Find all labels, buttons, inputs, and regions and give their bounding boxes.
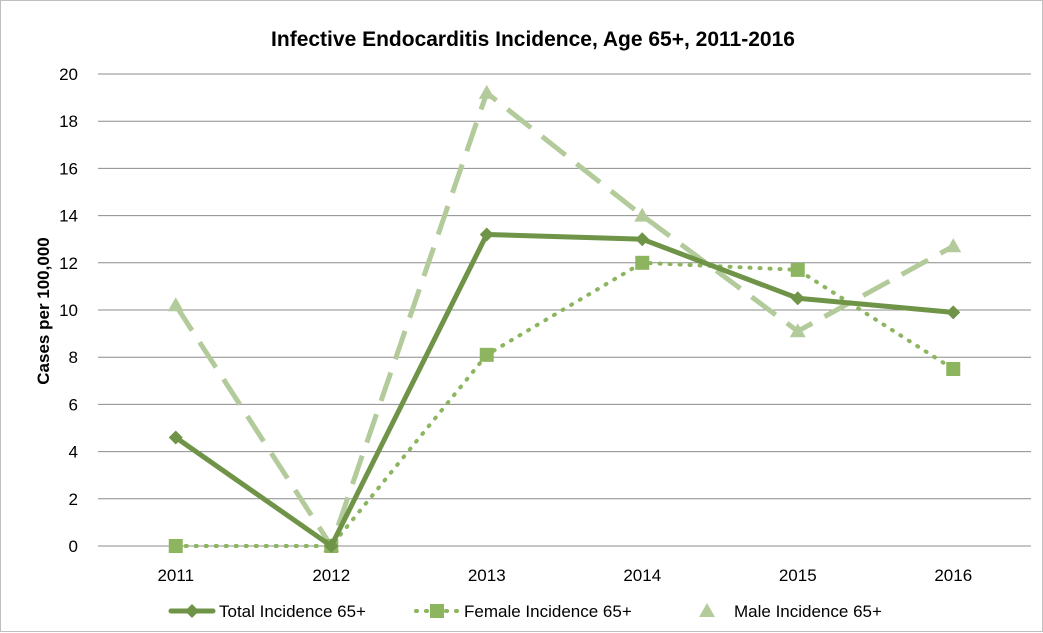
x-tick-label: 2013	[468, 566, 506, 585]
legend-label: Male Incidence 65+	[734, 602, 882, 621]
y-tick-label: 8	[69, 348, 78, 367]
legend-marker	[430, 604, 444, 618]
data-point	[635, 232, 650, 247]
y-tick-label: 10	[59, 301, 78, 320]
legend-marker	[185, 604, 199, 618]
y-tick-label: 20	[59, 65, 78, 84]
y-tick-label: 12	[59, 254, 78, 273]
data-point	[635, 255, 650, 270]
legend-label: Female Incidence 65+	[464, 602, 632, 621]
data-point	[946, 305, 961, 320]
data-point	[790, 291, 805, 306]
y-axis-label: Cases per 100,000	[34, 237, 53, 384]
data-point	[167, 297, 184, 312]
y-tick-label: 18	[59, 112, 78, 131]
chart-title: Infective Endocarditis Incidence, Age 65…	[271, 28, 795, 51]
y-tick-label: 6	[69, 395, 78, 414]
x-axis-ticks: 2011 2012 2013 2014 2015 2016	[157, 566, 972, 585]
series-line	[173, 260, 956, 548]
x-tick-label: 2016	[934, 566, 972, 585]
data-point	[479, 347, 494, 362]
legend-item: Male Incidence 65+	[699, 602, 882, 621]
y-axis-ticks: 0 2 4 6 8 10 12 14 16 18 20	[59, 65, 78, 556]
series-1	[168, 227, 961, 553]
legend-item: Total Incidence 65+	[168, 602, 366, 621]
legend: Total Incidence 65+ Female Incidence 65+ M…	[168, 602, 882, 621]
x-tick-label: 2014	[623, 566, 661, 585]
series-line	[173, 231, 956, 549]
data-point	[946, 362, 961, 376]
y-tick-label: 16	[59, 159, 78, 178]
data-point	[479, 227, 494, 242]
series-3	[167, 84, 962, 552]
legend-label: Total Incidence 65+	[219, 602, 366, 621]
data-point	[789, 323, 806, 338]
data-point	[168, 539, 183, 553]
x-tick-label: 2011	[157, 566, 194, 585]
legend-item: Female Incidence 65+	[414, 602, 632, 621]
series-layer	[167, 84, 962, 553]
data-point	[790, 262, 805, 277]
y-tick-label: 4	[69, 443, 78, 462]
x-tick-label: 2015	[779, 566, 817, 585]
data-point	[634, 207, 651, 222]
data-point	[945, 238, 962, 253]
data-point	[324, 539, 339, 553]
x-tick-label: 2012	[312, 566, 350, 585]
legend-marker	[699, 603, 715, 617]
series-line	[173, 90, 955, 549]
y-tick-label: 0	[69, 537, 78, 556]
y-tick-label: 14	[59, 207, 78, 226]
data-point	[168, 430, 183, 445]
y-tick-label: 2	[69, 490, 78, 509]
data-point	[478, 84, 495, 99]
